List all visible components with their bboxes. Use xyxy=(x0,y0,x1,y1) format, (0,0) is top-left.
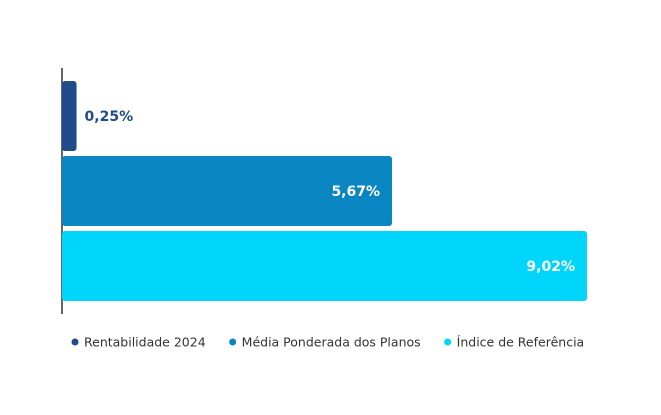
value-label: 9,02% xyxy=(526,259,575,275)
bar xyxy=(62,231,587,301)
bar xyxy=(62,81,77,151)
legend-label: Índice de Referência xyxy=(457,335,585,350)
legend-swatch xyxy=(229,338,237,346)
value-label: 0,25% xyxy=(85,109,134,125)
value-label: 5,67% xyxy=(331,184,380,200)
legend-label: Média Ponderada dos Planos xyxy=(242,335,421,350)
legend-label: Rentabilidade 2024 xyxy=(84,335,206,350)
legend-swatch xyxy=(444,338,452,346)
legend-swatch xyxy=(71,338,79,346)
bar xyxy=(62,156,393,226)
